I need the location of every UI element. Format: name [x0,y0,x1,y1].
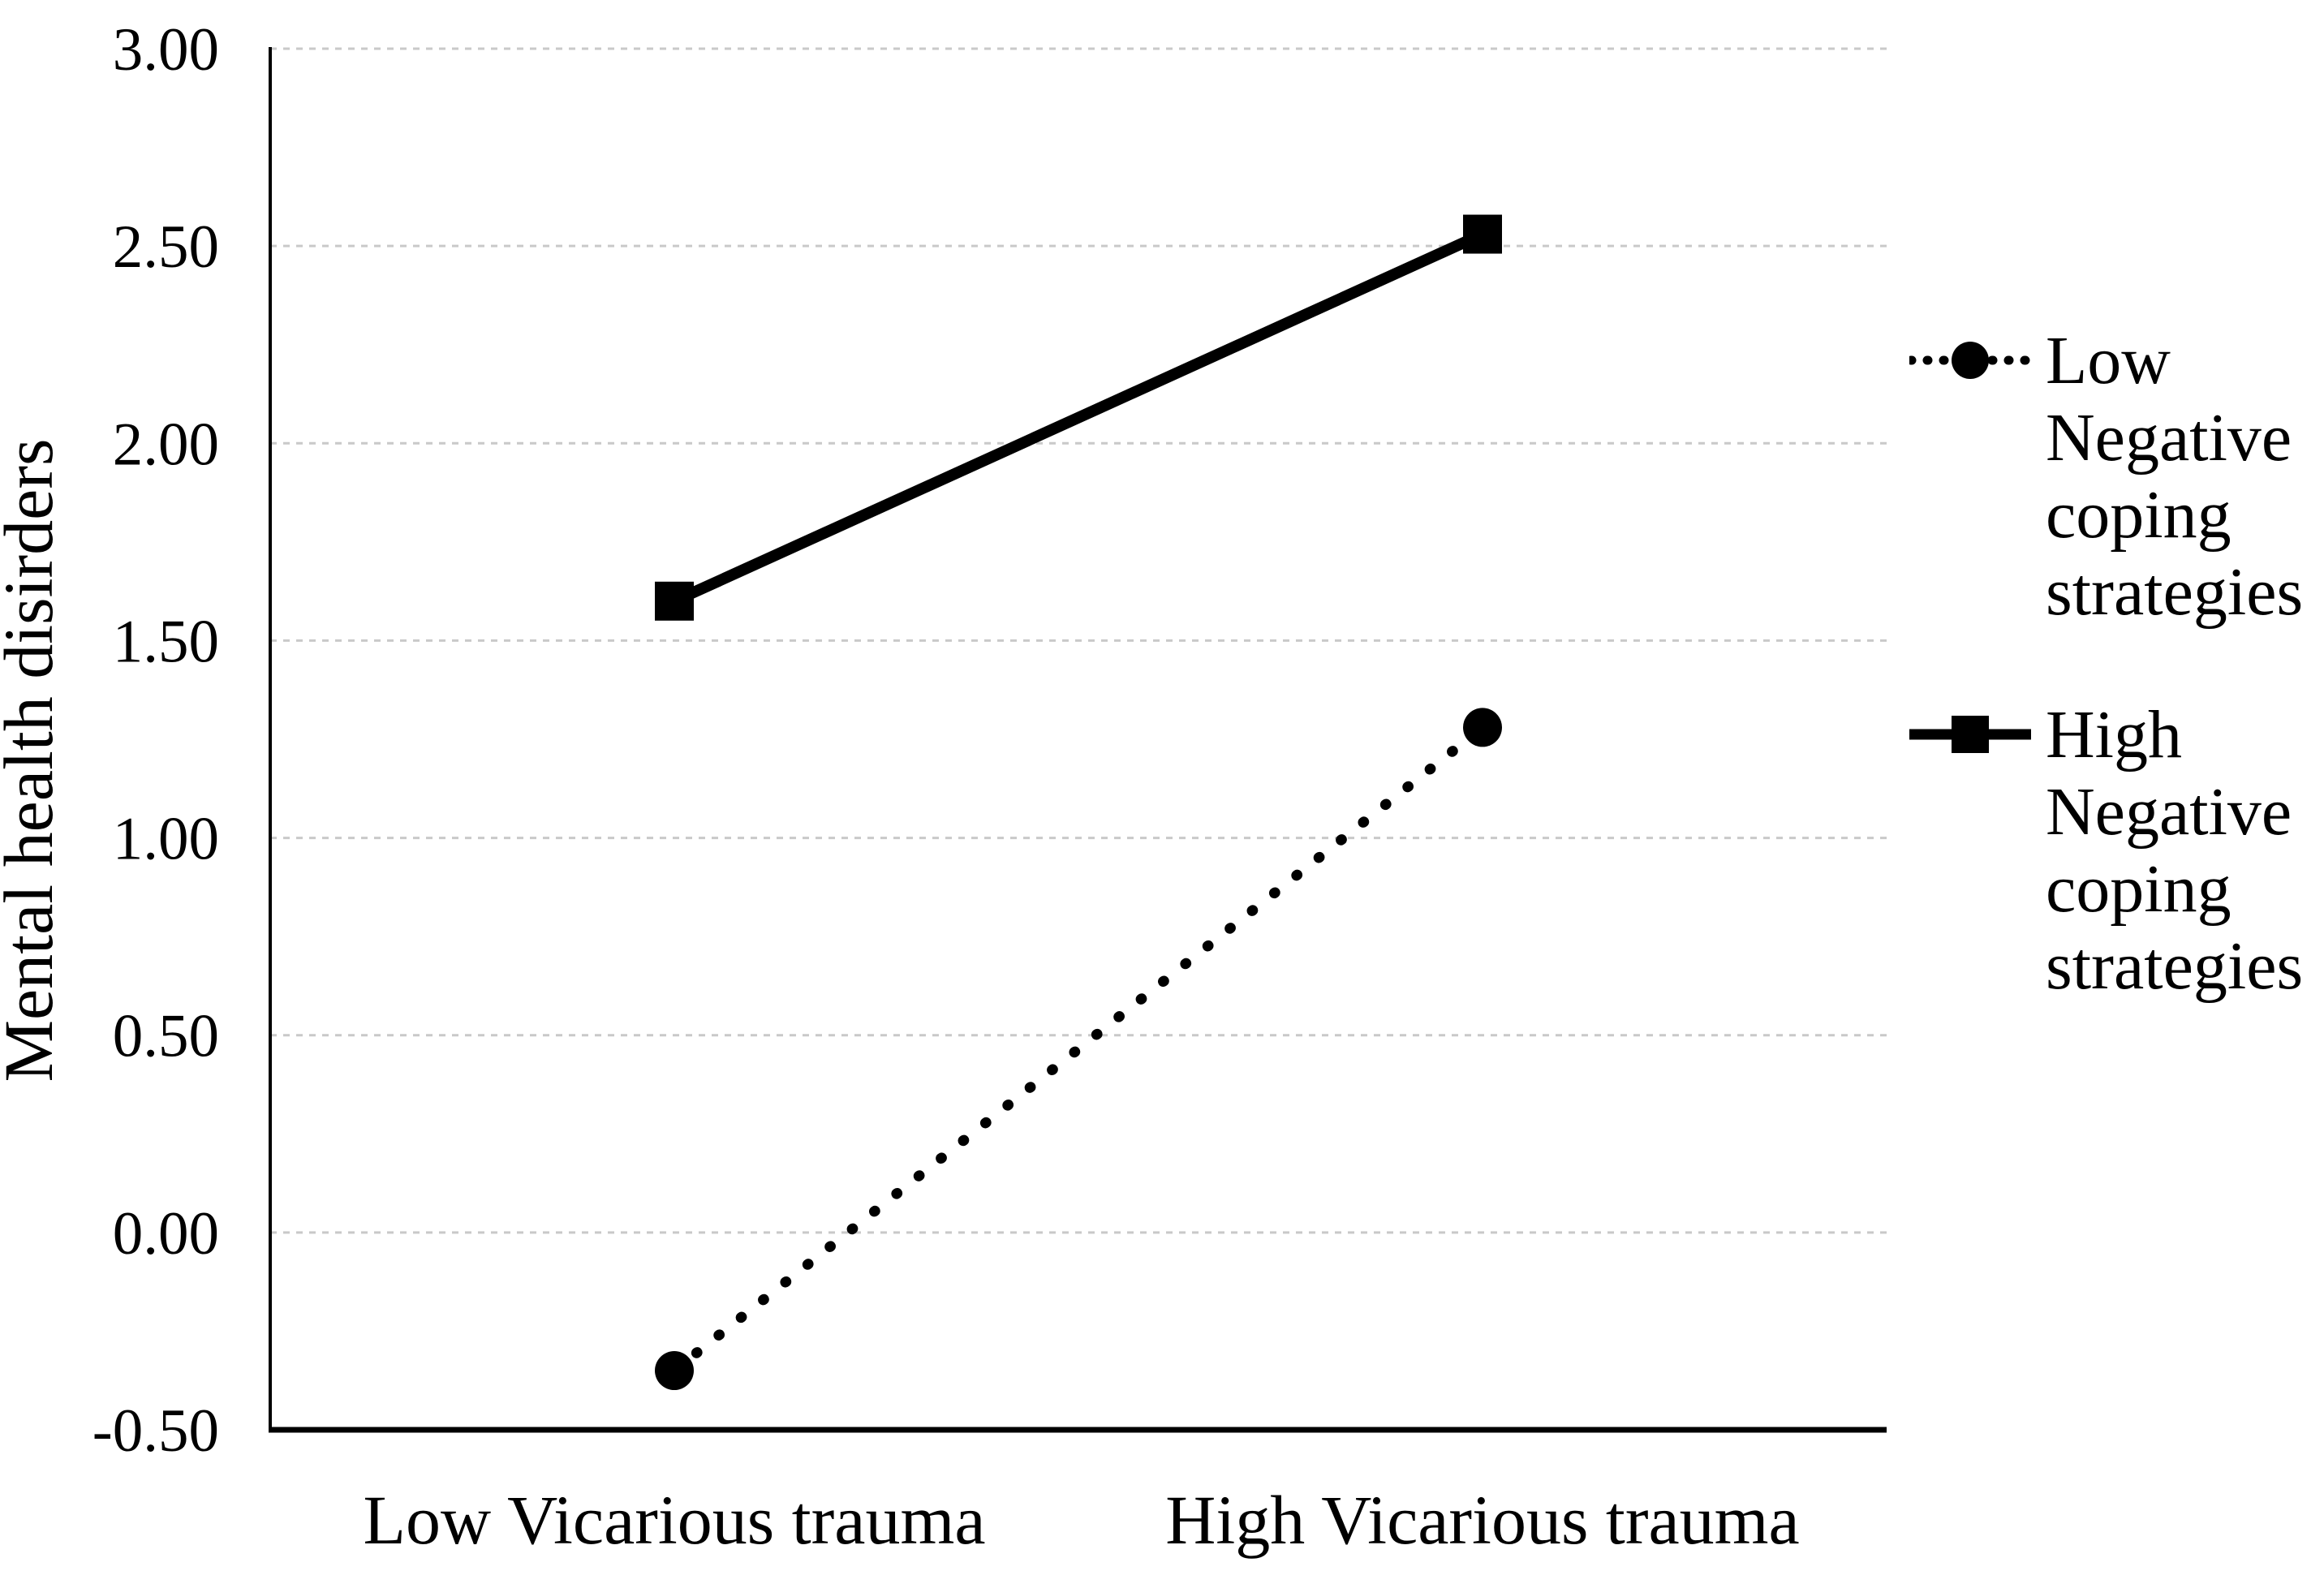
y-tick-label: 3.00 [113,16,219,84]
y-tick-label: -0.50 [93,1397,219,1465]
legend-marker-solid-square-icon [1909,716,2031,753]
legend-entry-high-negative-coping: High Negative coping strategies [1909,696,2303,1005]
y-tick-label: 1.50 [113,608,219,675]
y-tick-label: 0.00 [113,1200,219,1268]
series-line-solid [672,229,1485,607]
legend-label-low-negative-coping: Low Negative coping strategies [2046,323,2304,630]
y-tick-label: 2.50 [113,213,219,281]
y-tick-label: 2.00 [113,411,219,478]
data-point-square [655,581,694,621]
legend-entry-low-negative-coping: Low Negative coping strategies [1909,322,2303,631]
x-tick-label: High Vicarious trauma [1165,1481,1799,1559]
series-line-dotted [669,721,1488,1376]
x-tick-label: Low Vicarious trauma [363,1481,985,1559]
y-tick-label: 0.50 [113,1003,219,1070]
legend-marker-dotted-circle-icon [1909,342,2031,379]
y-tick-label: 1.00 [113,806,219,873]
data-point-square [1463,214,1502,254]
data-point-circle [655,1351,694,1391]
legend-label-high-negative-coping: High Negative coping strategies [2046,697,2304,1004]
data-point-circle [1463,708,1502,747]
